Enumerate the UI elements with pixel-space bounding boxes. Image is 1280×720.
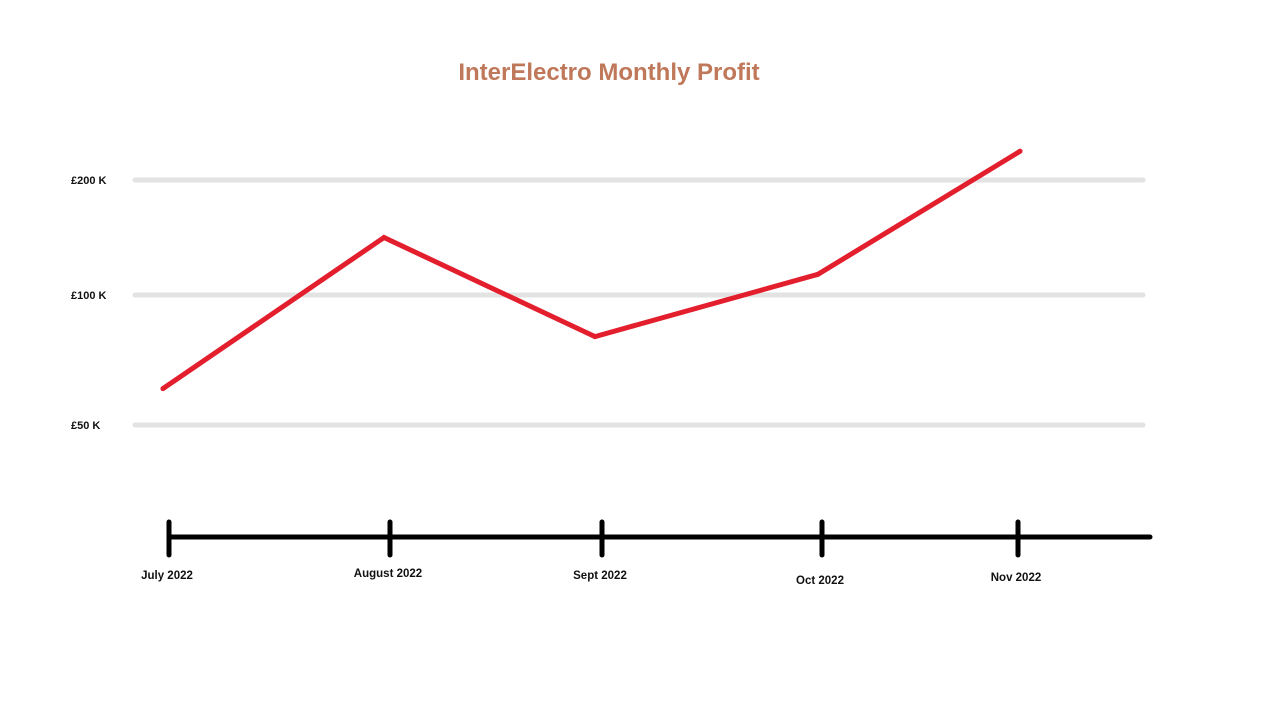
x-tick-label: Oct 2022 <box>796 575 844 587</box>
chart-title: InterElectro Monthly Profit <box>458 59 759 86</box>
x-tick-label: Nov 2022 <box>991 572 1042 584</box>
data-point <box>381 235 387 240</box>
x-tick-label: August 2022 <box>354 568 422 580</box>
data-point <box>592 334 598 340</box>
data-point <box>1017 148 1023 154</box>
y-tick-label: £200 K <box>71 175 107 187</box>
series-layer <box>160 148 1023 392</box>
series-line <box>160 148 1023 392</box>
y-tick-label: £100 K <box>71 290 107 302</box>
y-tick-label: £50 K <box>71 420 100 432</box>
data-point <box>815 271 821 277</box>
x-tick-label: July 2022 <box>141 570 193 582</box>
y-axis-labels: £50 K £100 K £200 K <box>71 175 107 432</box>
x-tick-label: Sept 2022 <box>573 570 627 582</box>
data-point <box>160 386 166 392</box>
x-axis <box>166 519 1153 558</box>
x-axis-labels: July 2022 August 2022 Sept 2022 Oct 2022 Nov… <box>141 568 1041 587</box>
